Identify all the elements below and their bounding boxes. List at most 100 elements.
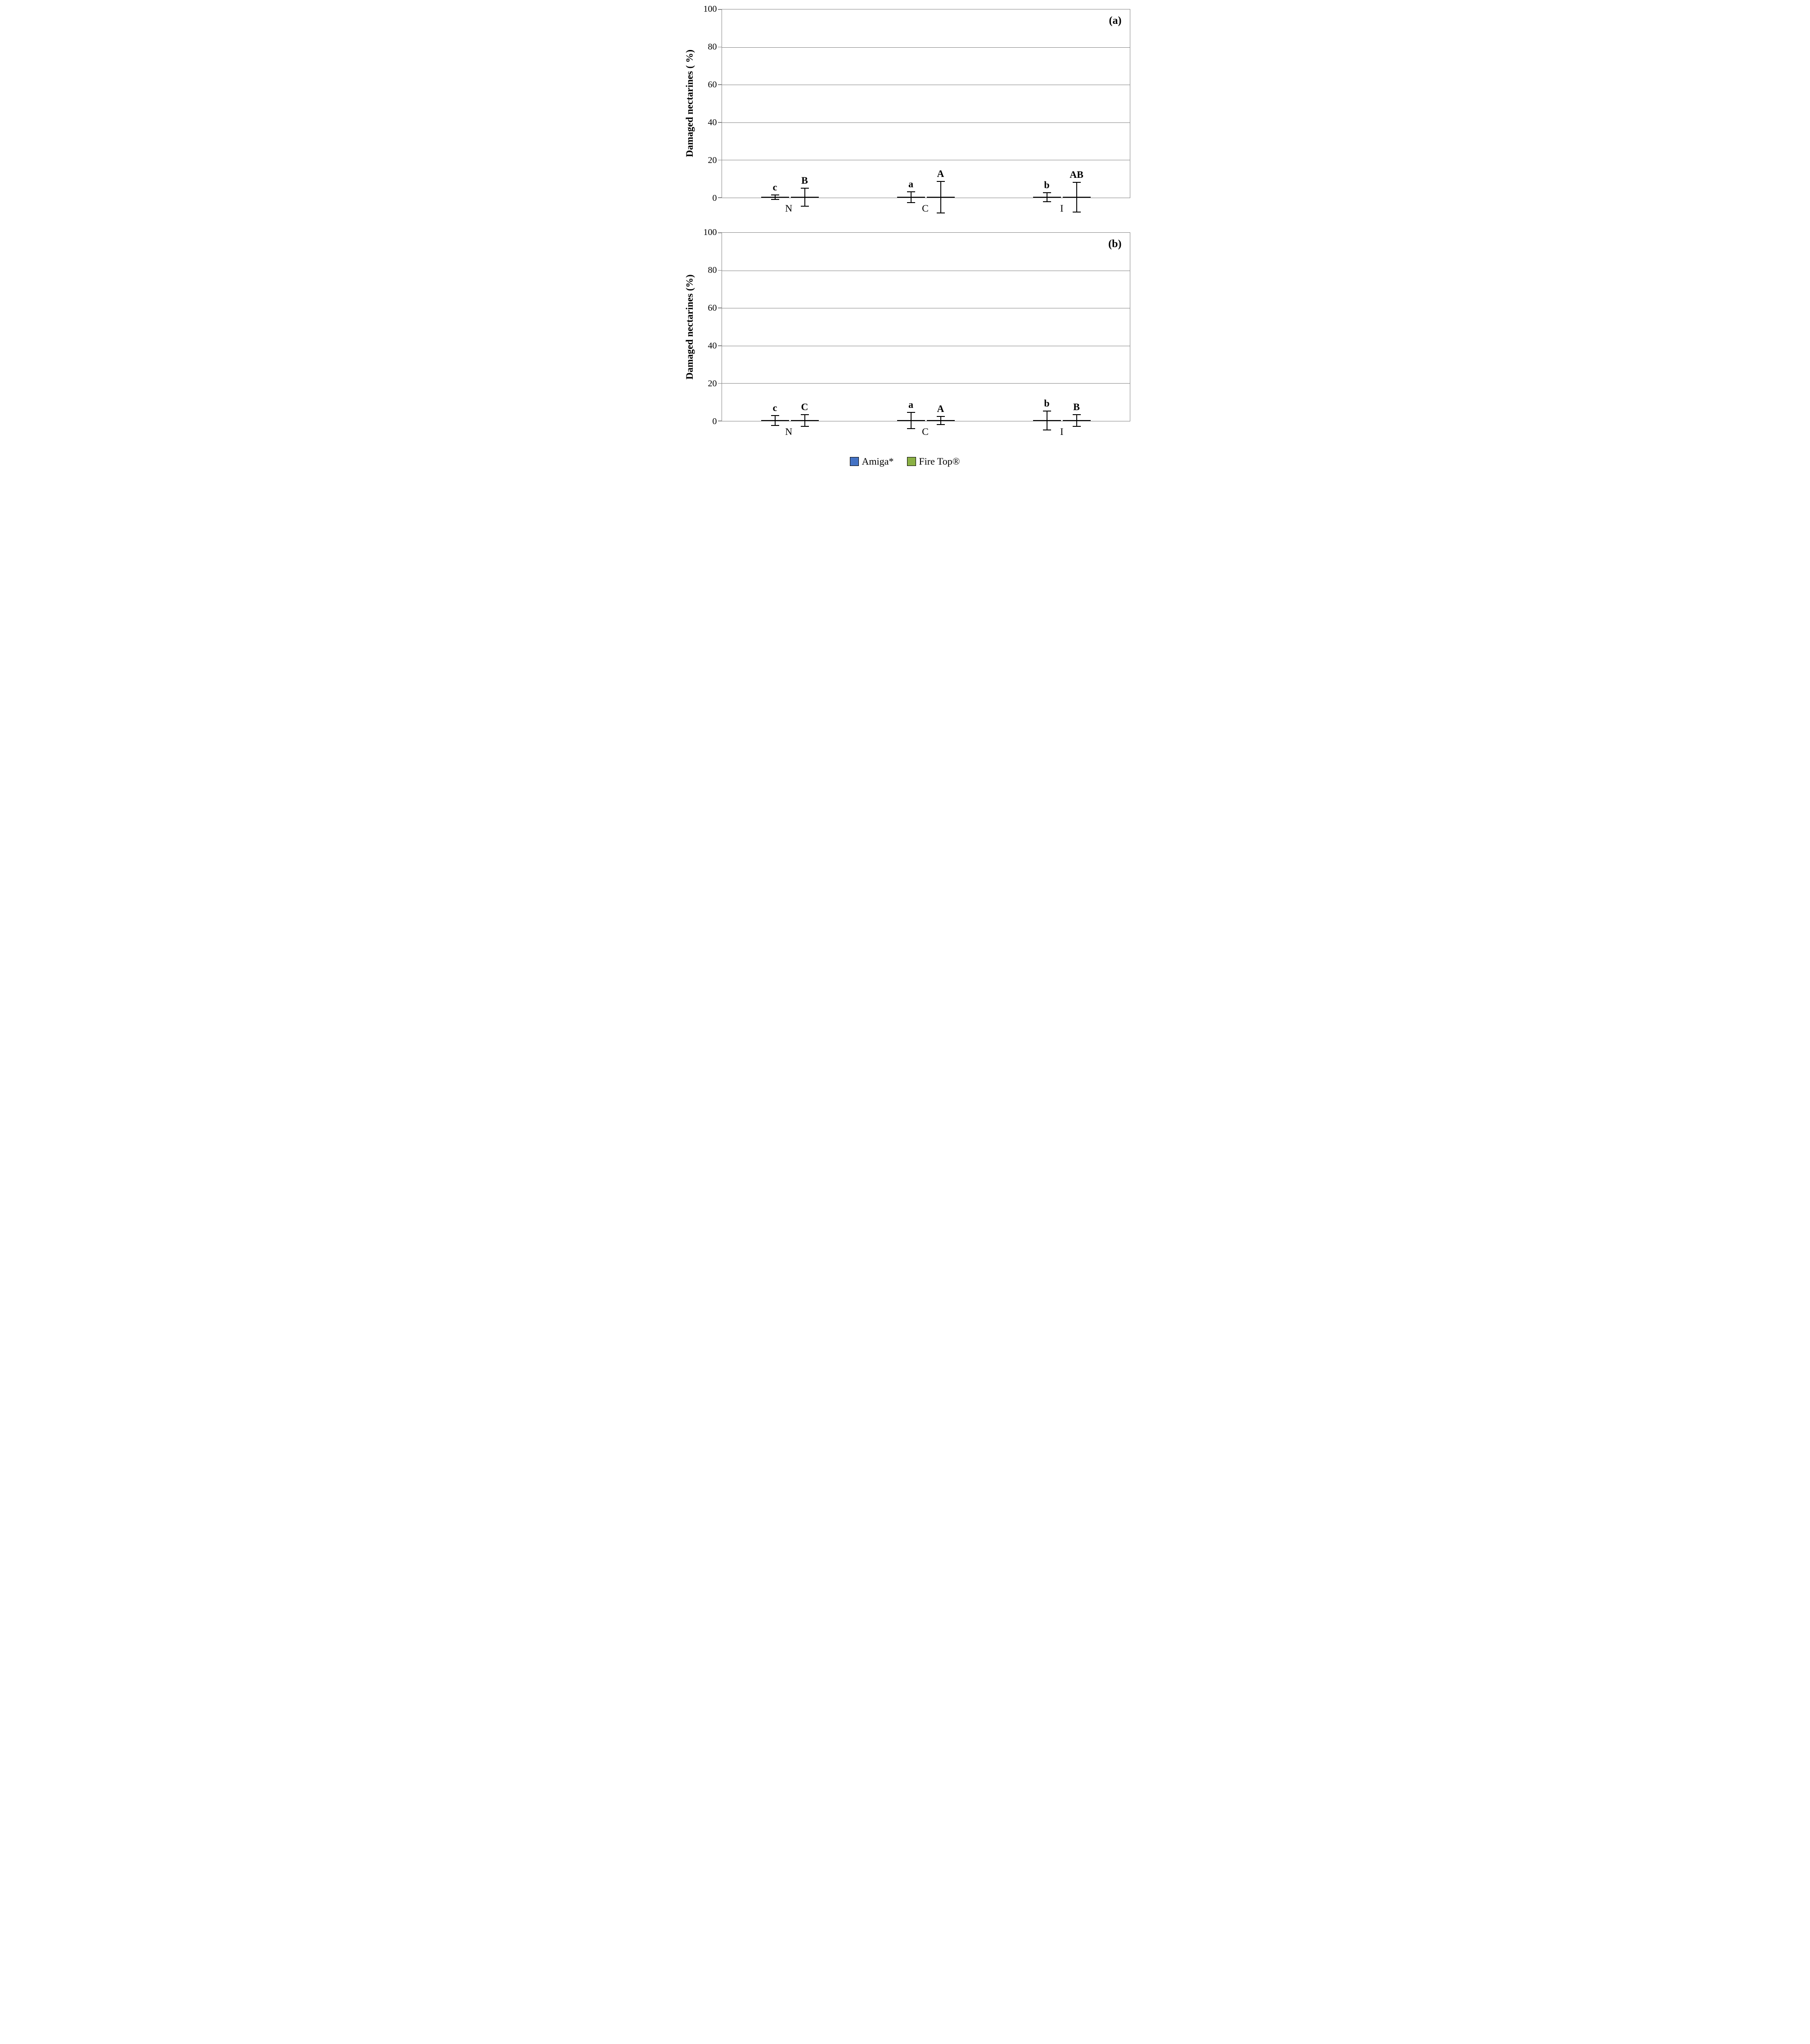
category-group-I: bB	[1033, 420, 1091, 421]
error-cap-top	[907, 191, 915, 192]
bar-C-amiga: a	[897, 420, 925, 421]
x-axis-labels-b: N C I	[721, 421, 1130, 438]
figure-container: Damaged nectarines ( %) 100 80 60 40 20 …	[680, 9, 1130, 467]
error-bar	[940, 181, 941, 213]
error-cap-bottom	[937, 424, 945, 425]
significance-label: a	[908, 178, 913, 190]
significance-label: C	[801, 401, 808, 413]
error-bar	[1076, 415, 1077, 426]
significance-label: c	[773, 181, 777, 193]
legend-label-firetop: Fire Top®	[919, 456, 960, 467]
chart-panel-a: Damaged nectarines ( %) 100 80 60 40 20 …	[680, 9, 1130, 214]
bar-I-firetop: B	[1063, 420, 1091, 421]
tick-mark	[718, 345, 722, 346]
bar-N-amiga: c	[761, 197, 789, 198]
tick-mark	[718, 383, 722, 384]
x-tick: I	[1032, 426, 1092, 438]
error-bar	[804, 188, 805, 206]
significance-label: A	[937, 403, 944, 415]
error-bar	[1076, 182, 1077, 212]
y-axis-labels-a: 100 80 60 40 20 0	[699, 9, 722, 198]
error-cap-top	[801, 188, 809, 189]
bar-N-firetop: C	[791, 420, 819, 421]
bar-N-firetop: B	[791, 197, 819, 198]
bar-N-amiga: c	[761, 420, 789, 421]
chart-area-a: Damaged nectarines ( %) 100 80 60 40 20 …	[680, 9, 1130, 198]
error-bar	[804, 415, 805, 426]
error-cap-top	[907, 412, 915, 413]
tick-mark	[718, 160, 722, 161]
category-group-N: cC	[761, 420, 819, 421]
significance-label: B	[1073, 401, 1080, 413]
bar-C-amiga: a	[897, 197, 925, 198]
error-cap-bottom	[1043, 201, 1051, 202]
y-axis-labels-b: 100 80 60 40 20 0	[699, 232, 722, 421]
tick-mark	[718, 9, 722, 10]
error-cap-bottom	[907, 428, 915, 429]
error-cap-bottom	[801, 206, 809, 207]
error-cap-top	[1043, 192, 1051, 193]
bars-container: cCaAbB	[722, 233, 1130, 421]
error-cap-top	[1073, 182, 1081, 183]
legend-swatch-amiga	[850, 457, 859, 466]
significance-label: b	[1044, 179, 1049, 191]
error-cap-bottom	[801, 426, 809, 427]
error-cap-top	[1073, 414, 1081, 415]
error-cap-top	[801, 414, 809, 415]
bar-I-amiga: b	[1033, 197, 1061, 198]
error-cap-bottom	[771, 199, 779, 200]
tick-mark	[718, 84, 722, 85]
bars-container: cBaAbAB	[722, 9, 1130, 198]
legend: Amiga* Fire Top®	[680, 456, 1130, 467]
tick-mark	[718, 122, 722, 123]
category-group-C: aA	[897, 197, 955, 198]
x-tick: I	[1032, 203, 1092, 214]
significance-label: B	[801, 175, 808, 186]
legend-item-firetop: Fire Top®	[907, 456, 960, 467]
legend-item-amiga: Amiga*	[850, 456, 894, 467]
error-cap-bottom	[1073, 212, 1081, 213]
plot-area-b: (b) cCaAbB	[722, 232, 1130, 421]
error-bar	[775, 416, 776, 425]
error-cap-bottom	[771, 425, 779, 426]
error-cap-top	[937, 416, 945, 417]
chart-panel-b: Damaged nectarines (%) 100 80 60 40 20 0…	[680, 232, 1130, 438]
x-tick: N	[759, 426, 818, 438]
x-tick: C	[895, 203, 955, 214]
error-bar	[911, 412, 912, 429]
bar-C-firetop: A	[927, 420, 955, 421]
tick-mark	[718, 232, 722, 233]
tick-mark	[718, 47, 722, 48]
legend-swatch-firetop	[907, 457, 916, 466]
legend-label-amiga: Amiga*	[862, 456, 894, 467]
significance-label: b	[1044, 398, 1049, 409]
error-cap-top	[771, 194, 779, 195]
y-axis-title-a: Damaged nectarines ( %)	[680, 9, 699, 198]
error-cap-top	[937, 181, 945, 182]
bar-I-firetop: AB	[1063, 197, 1091, 198]
error-cap-top	[1043, 411, 1051, 412]
category-group-I: bAB	[1033, 197, 1091, 198]
x-axis-labels-a: N C I	[721, 198, 1130, 214]
y-axis-title-b: Damaged nectarines (%)	[680, 232, 699, 421]
x-axis-wrapper-b: N C I	[680, 421, 1130, 438]
significance-label: a	[908, 399, 913, 411]
bar-I-amiga: b	[1033, 420, 1061, 421]
error-bar	[940, 416, 941, 425]
error-cap-bottom	[907, 202, 915, 203]
x-axis-wrapper-a: N C I	[680, 198, 1130, 214]
bar-C-firetop: A	[927, 197, 955, 198]
tick-mark	[718, 270, 722, 271]
significance-label: AB	[1070, 169, 1083, 181]
significance-label: A	[937, 168, 944, 180]
error-bar	[911, 192, 912, 203]
plot-area-a: (a) cBaAbAB	[722, 9, 1130, 198]
x-tick: C	[895, 426, 955, 438]
significance-label: c	[773, 402, 777, 414]
category-group-C: aA	[897, 420, 955, 421]
tick-mark	[718, 197, 722, 198]
chart-area-b: Damaged nectarines (%) 100 80 60 40 20 0…	[680, 232, 1130, 421]
x-tick: N	[759, 203, 818, 214]
category-group-N: cB	[761, 197, 819, 198]
error-cap-top	[771, 415, 779, 416]
